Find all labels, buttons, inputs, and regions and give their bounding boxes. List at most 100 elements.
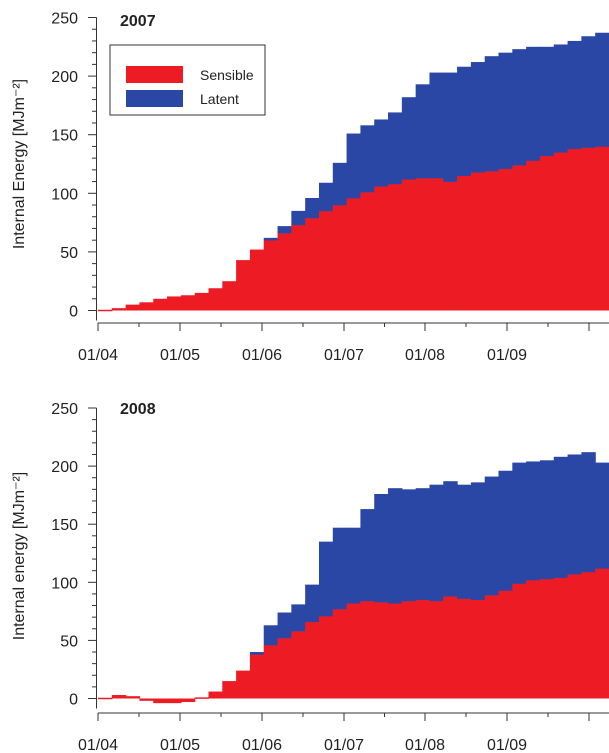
sensible-bar	[443, 596, 458, 699]
sensible-bar	[332, 205, 348, 311]
latent-bar	[512, 49, 527, 166]
x-tick-label: 01/06	[242, 347, 282, 364]
sensible-bar	[374, 602, 389, 699]
sensible-bar	[526, 160, 541, 311]
sensible-bar	[374, 186, 389, 311]
sensible-bar	[567, 574, 582, 699]
sensible-bar	[249, 249, 265, 311]
legend: Sensible Latent	[109, 44, 266, 116]
latent-bar	[388, 112, 403, 185]
x-tick-label: 01/09	[487, 737, 527, 753]
x-tick-label: 01/08	[405, 737, 445, 753]
latent-bar	[318, 541, 334, 617]
sensible-bar	[595, 146, 609, 311]
sensible-bar	[208, 691, 223, 699]
latent-bar	[360, 125, 375, 193]
sensible-bar	[125, 304, 141, 311]
chart-panel-2008: 0 50 100 150 200 250 01/04 01/05 01/06 01/07 01/08…	[11, 401, 609, 753]
sensible-bar	[415, 599, 431, 699]
sensible-bar	[539, 155, 555, 311]
sensible-bar	[236, 260, 251, 311]
sensible-bar	[111, 695, 127, 699]
y-tick-label: 200	[51, 69, 78, 86]
y-tick-label: 150	[51, 128, 78, 145]
sensible-bar	[180, 698, 196, 702]
y-axis-title: Internal Energy [MJm⁻²]	[11, 79, 28, 249]
sensible-bar	[332, 609, 348, 699]
sensible-bar	[457, 598, 472, 699]
latent-bar	[498, 470, 513, 591]
sensible-bar	[581, 571, 596, 699]
legend-swatch-latent	[126, 90, 183, 107]
sensible-bar	[305, 217, 320, 311]
latent-bar	[401, 97, 417, 180]
sensible-bar	[526, 579, 541, 699]
x-tick-label: 01/05	[160, 347, 200, 364]
sensible-bar	[263, 645, 279, 699]
latent-bar	[263, 237, 279, 241]
sensible-bar	[470, 172, 486, 311]
sensible-bar	[429, 178, 444, 311]
sensible-bar	[139, 302, 154, 311]
sensible-bar	[167, 698, 182, 704]
sensible-bar	[263, 240, 279, 311]
latent-bar	[415, 488, 431, 601]
latent-bar	[484, 476, 500, 596]
sensible-bar	[318, 210, 334, 311]
sensible-bar	[277, 638, 292, 699]
latent-bar	[249, 652, 265, 655]
latent-bar	[539, 46, 555, 157]
sensible-bar	[125, 696, 141, 699]
sensible-bar	[346, 197, 361, 311]
y-axis-title: Internal energy [MJm⁻²]	[11, 472, 28, 641]
latent-bar	[470, 482, 486, 601]
sensible-bar	[222, 681, 237, 699]
sensible-bar	[484, 171, 500, 311]
sensible-bar	[98, 309, 113, 312]
sensible-bar	[553, 577, 569, 699]
sensible-bar	[595, 568, 609, 699]
y-tick-label: 150	[51, 517, 78, 534]
sensible-bar	[180, 295, 196, 311]
latent-bar	[291, 604, 306, 632]
sensible-bar	[360, 600, 375, 699]
chart-panel-2007: 0 50 100 150 200 250 01/04 01/05 01/06 01/07 01/08…	[11, 11, 609, 364]
sensible-bar	[512, 165, 527, 311]
x-tick-label: 01/04	[78, 347, 118, 364]
latent-bar	[553, 456, 569, 578]
sensible-bar	[194, 697, 210, 699]
latent-bar	[595, 32, 609, 147]
latent-bar	[388, 488, 403, 604]
latent-bar	[484, 56, 500, 172]
sensible-bar	[167, 296, 182, 311]
latent-bar	[318, 182, 334, 212]
x-tick-label: 01/04	[78, 737, 118, 753]
sensible-bar	[553, 152, 569, 311]
latent-bar	[526, 461, 541, 581]
sensible-bar	[457, 175, 472, 311]
sensible-bar	[360, 192, 375, 311]
latent-bar	[581, 36, 596, 148]
sensible-bar	[153, 698, 168, 704]
latent-bar	[470, 62, 486, 173]
sensible-bar	[208, 288, 223, 311]
y-tick-label: 50	[60, 245, 78, 262]
y-tick-label: 50	[60, 633, 78, 650]
sensible-bar	[236, 670, 251, 699]
sensible-bar	[98, 697, 113, 700]
latent-bar	[526, 46, 541, 161]
panel-title: 2007	[120, 13, 156, 30]
y-tick-label: 250	[51, 401, 78, 418]
latent-bar	[539, 460, 555, 580]
sensible-bar	[429, 600, 444, 699]
latent-bar	[332, 527, 348, 610]
sensible-bar	[539, 578, 555, 699]
latent-bar	[457, 484, 472, 599]
y-tick-label: 200	[51, 459, 78, 476]
sensible-bar	[222, 281, 237, 311]
sensible-bar	[498, 168, 513, 311]
sensible-bar	[470, 599, 486, 699]
sensible-bar	[388, 183, 403, 311]
latent-bar	[277, 226, 292, 234]
